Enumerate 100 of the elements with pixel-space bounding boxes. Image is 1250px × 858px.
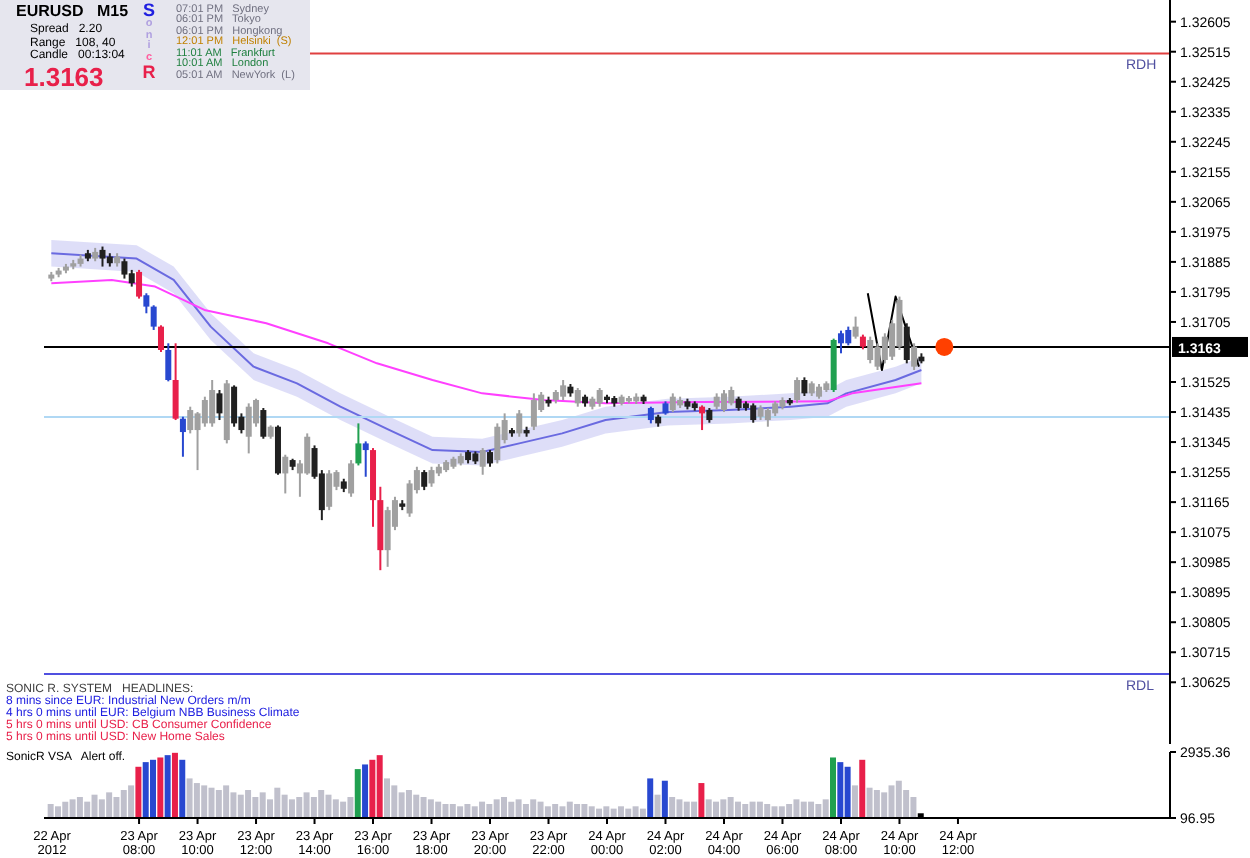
bar — [471, 806, 478, 818]
bar — [420, 797, 427, 818]
bar — [281, 794, 288, 818]
bar — [427, 799, 434, 818]
bar — [508, 801, 515, 818]
bar — [457, 806, 464, 818]
candlestick — [179, 415, 186, 458]
candlestick — [530, 392, 537, 432]
bar — [837, 762, 844, 818]
bar — [647, 778, 654, 818]
bar — [98, 799, 105, 818]
bar — [464, 803, 471, 818]
bar — [259, 792, 266, 818]
bar — [310, 797, 317, 818]
bar — [186, 778, 193, 818]
candlestick — [326, 469, 333, 512]
bar — [895, 780, 902, 818]
bar — [69, 799, 76, 818]
candlestick — [750, 402, 757, 424]
candlestick — [845, 325, 852, 347]
bar — [800, 801, 807, 818]
candlestick — [911, 342, 918, 371]
bar — [398, 792, 405, 818]
bar — [705, 799, 712, 818]
candlestick — [699, 404, 706, 432]
candlestick — [209, 379, 216, 428]
bar — [493, 799, 500, 818]
candlestick — [764, 407, 771, 428]
bar — [296, 797, 303, 818]
bar — [223, 785, 230, 818]
bar — [734, 801, 741, 818]
candlestick — [428, 465, 435, 488]
bar — [844, 766, 851, 818]
bar — [449, 803, 456, 818]
bar — [135, 766, 142, 818]
bar — [164, 755, 171, 818]
bar — [720, 799, 727, 818]
bar — [771, 806, 778, 818]
bar — [245, 790, 252, 818]
bar — [786, 803, 793, 818]
bar — [881, 792, 888, 818]
bar — [91, 794, 98, 818]
candlestick — [99, 245, 106, 268]
bar — [566, 801, 573, 818]
bar — [522, 803, 529, 818]
candlestick — [274, 424, 281, 476]
bar — [632, 806, 639, 818]
candlestick — [121, 257, 128, 280]
candlestick — [216, 389, 223, 422]
bar — [866, 787, 873, 818]
bar — [106, 792, 113, 818]
bar — [830, 757, 837, 818]
bar — [815, 803, 822, 818]
candlestick — [187, 405, 194, 435]
bar — [332, 799, 339, 818]
candlestick — [669, 392, 676, 414]
bar — [354, 769, 361, 818]
bar — [764, 803, 771, 818]
bar — [369, 759, 376, 818]
bar — [676, 799, 683, 818]
bar — [552, 803, 559, 818]
bar — [413, 794, 420, 818]
bar — [479, 801, 486, 818]
bar — [47, 803, 54, 818]
candlestick — [837, 329, 844, 355]
bar — [713, 801, 720, 818]
bar — [84, 801, 91, 818]
bar — [793, 799, 800, 818]
bar — [193, 783, 200, 818]
bar — [62, 801, 69, 818]
candlestick — [574, 387, 581, 408]
bar — [669, 797, 676, 818]
candlestick — [172, 342, 179, 422]
candlestick — [494, 422, 501, 465]
bar — [808, 801, 815, 818]
candlestick — [282, 453, 289, 495]
candlestick — [157, 324, 164, 353]
candlestick — [421, 469, 428, 492]
bar — [405, 790, 412, 818]
annotation: 1.3163 — [24, 62, 104, 92]
line-series — [50, 278, 923, 405]
bar — [435, 801, 442, 818]
candlestick — [231, 384, 238, 428]
bar — [274, 787, 281, 818]
bar — [391, 785, 398, 818]
candlestick — [728, 385, 735, 407]
bar — [617, 806, 624, 818]
candlestick — [165, 342, 172, 383]
bar — [500, 797, 507, 818]
bar — [54, 806, 61, 818]
candlestick — [720, 389, 727, 414]
candlestick — [348, 459, 355, 498]
bar — [318, 790, 325, 818]
bar — [347, 797, 354, 818]
bar — [530, 799, 537, 818]
bar — [442, 803, 449, 818]
bar — [888, 785, 895, 818]
bar — [142, 762, 149, 818]
bar — [537, 801, 544, 818]
bar — [756, 801, 763, 818]
